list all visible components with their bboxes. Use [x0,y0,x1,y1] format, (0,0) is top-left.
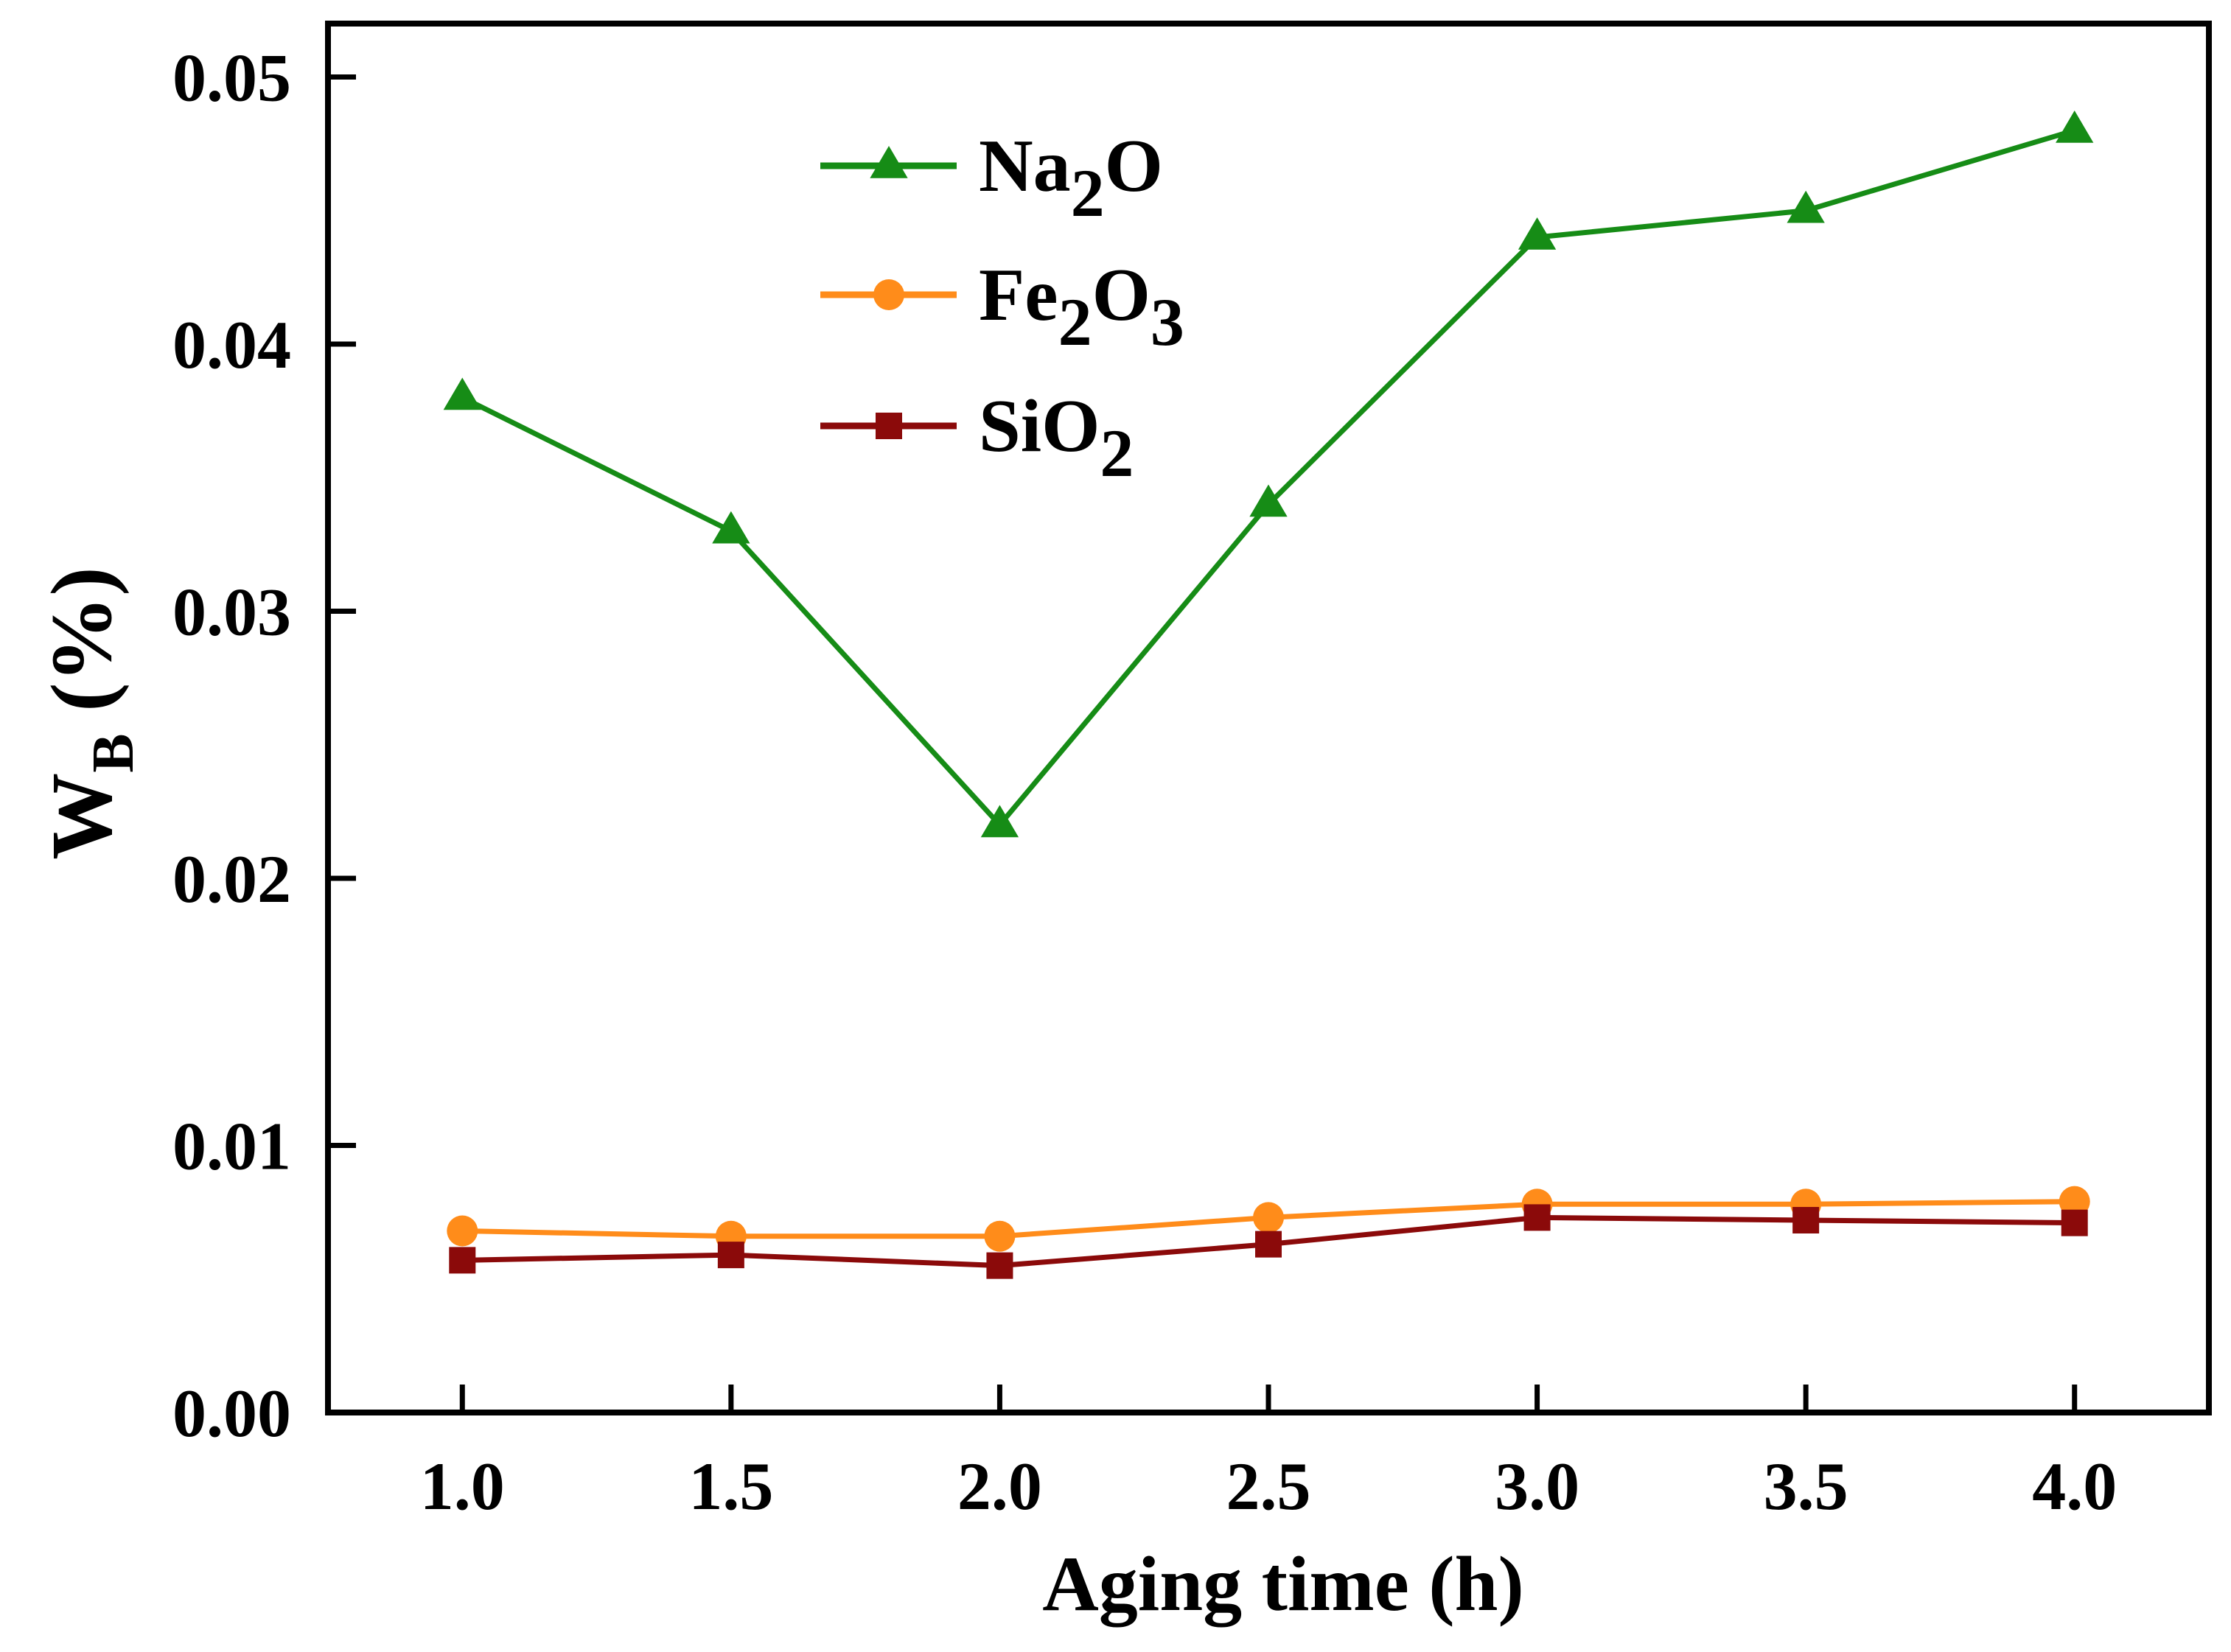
y-tick-label: 0.02 [172,841,291,917]
x-axis-title: Aging time (h) [1042,1541,1524,1627]
legend-label-part: SiO [979,385,1100,468]
data-point-na2o [712,511,750,544]
data-point-na2o [980,805,1019,838]
data-point-sio2 [1523,1204,1551,1231]
data-point-sio2 [1255,1231,1282,1258]
legend-label-part: Fe [979,253,1058,337]
x-tick-label: 3.0 [1495,1449,1579,1524]
legend-label-part: 2 [1071,155,1105,231]
data-point-na2o [1518,217,1557,250]
data-point-fe2o3 [447,1215,478,1247]
legend-label-part: Na [979,125,1071,208]
data-point-fe2o3 [984,1220,1016,1252]
series-sio2 [449,1204,2088,1279]
legend-label-part: 2 [1100,416,1134,491]
y-axis-title: WB (%) [33,567,146,859]
data-point-sio2 [717,1242,744,1269]
legend-item-sio2: SiO2 [820,385,1134,491]
x-tick-label: 1.5 [688,1449,773,1524]
legend-item-na2o: Na2O [820,125,1163,231]
data-point-sio2 [986,1252,1013,1279]
legend-label: Na2O [979,125,1163,231]
y-tick-label: 0.04 [172,307,291,382]
data-point-na2o [2056,111,2094,143]
legend-item-fe2o3: Fe2O3 [820,253,1184,360]
legend-marker [873,279,904,310]
legend-label-part: O [1092,253,1151,337]
series-line-na2o [461,127,2075,827]
legend-label-part: 2 [1058,284,1092,360]
y-tick-label: 0.00 [172,1376,291,1451]
legend-label: Fe2O3 [979,253,1184,360]
legend-label-part: 3 [1151,284,1184,360]
y-axis-title-main: W [33,773,130,860]
data-point-na2o [1249,484,1288,517]
x-tick-label: 4.0 [2032,1449,2117,1524]
x-tick-label: 3.5 [1764,1449,1848,1524]
data-point-na2o [443,377,481,410]
y-tick-label: 0.01 [172,1109,291,1184]
data-point-fe2o3 [2059,1186,2090,1217]
y-tick-label: 0.05 [172,41,291,116]
data-point-fe2o3 [1253,1202,1284,1233]
legend-label: SiO2 [979,385,1134,491]
data-point-sio2 [1792,1207,1820,1233]
x-tick-label: 2.0 [957,1449,1042,1524]
legend-label-part: O [1105,125,1163,208]
series-na2o [443,111,2094,838]
y-axis-title-unit: (%) [33,567,130,733]
y-axis-title-subscript: B [81,733,146,772]
x-tick-label: 2.5 [1226,1449,1311,1524]
data-point-na2o [1787,190,1825,223]
y-tick-label: 0.03 [172,575,291,650]
data-point-sio2 [449,1247,476,1274]
data-point-sio2 [2061,1209,2088,1236]
legend-marker [870,146,908,178]
legend-marker [876,413,902,439]
x-tick-label: 1.0 [420,1449,505,1524]
